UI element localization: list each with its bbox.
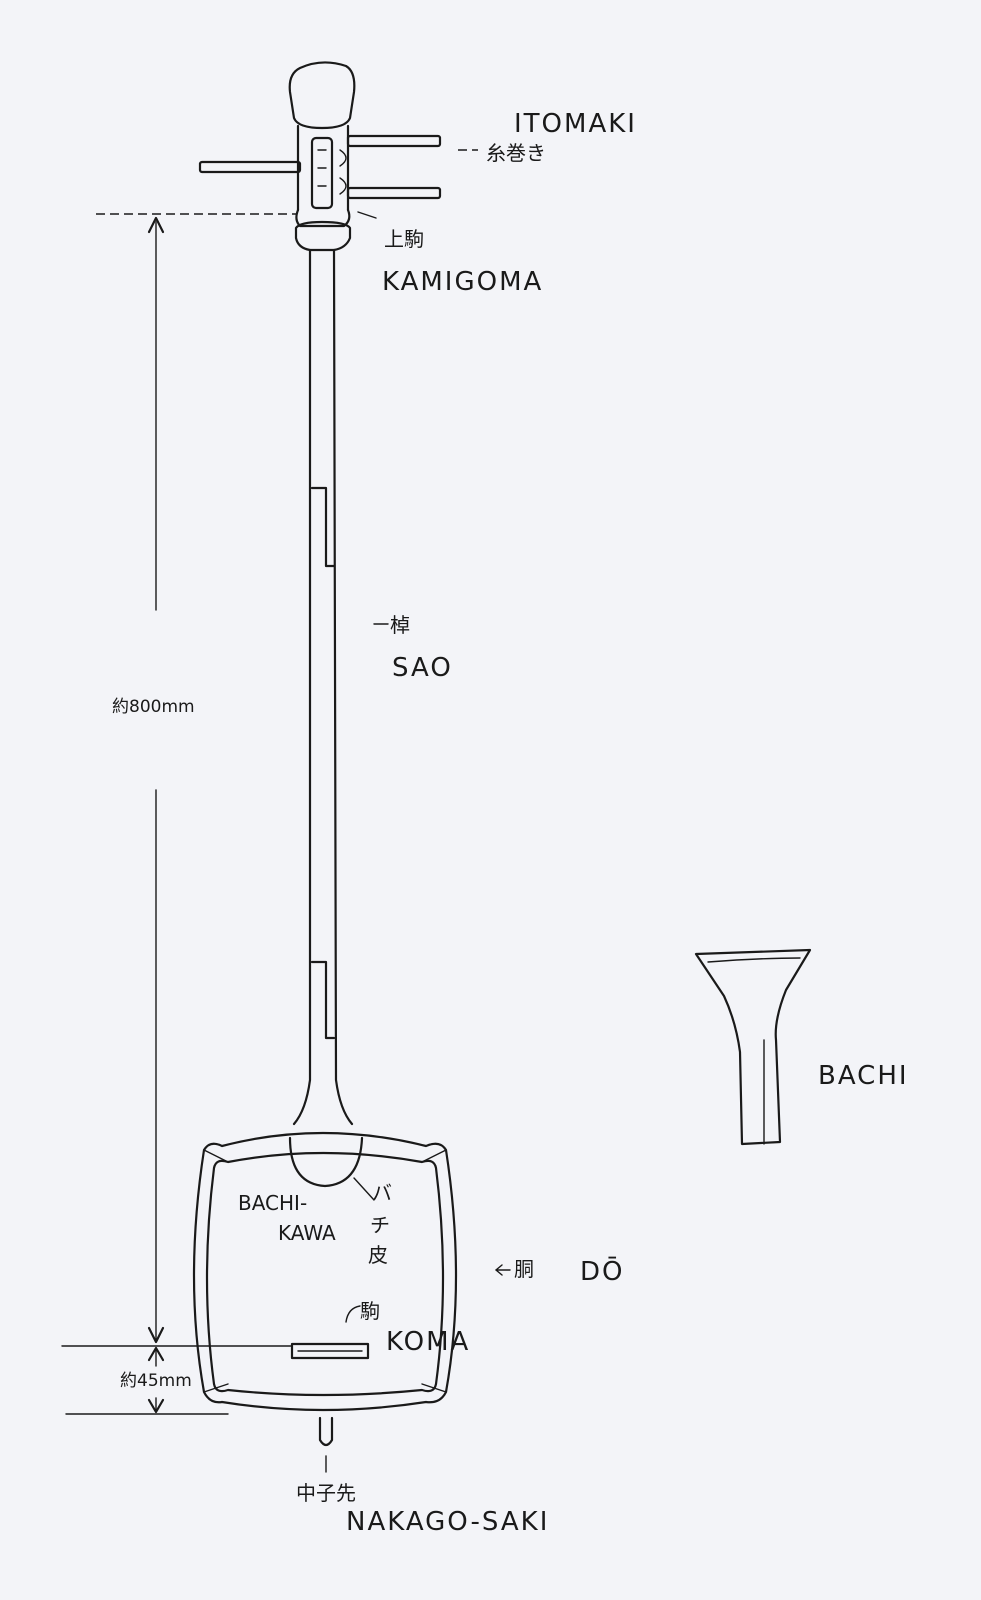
do-label: DŌ xyxy=(580,1256,625,1287)
depth-dimension-label: 約45mm xyxy=(120,1371,192,1391)
kamigoma-label: KAMIGOMA xyxy=(382,267,543,297)
itomaki-label: ITOMAKI xyxy=(514,109,637,139)
do-body xyxy=(192,1131,458,1412)
sao-neck xyxy=(292,248,354,1126)
length-dimension-label: 約800mm xyxy=(112,697,195,717)
sao-jp-label: 棹 xyxy=(390,613,410,637)
sao-label: SAO xyxy=(392,653,453,683)
nakagosaki-jp-label: 中子先 xyxy=(296,1481,356,1505)
kamigoma-nut xyxy=(294,220,352,252)
itomaki-pegs xyxy=(198,134,442,200)
bachikawa-label-line1: BACHI- xyxy=(238,1191,307,1215)
bachikawa-guard xyxy=(288,1136,364,1188)
koma-jp-label: 駒 xyxy=(360,1299,380,1323)
bachikawa-label-line2: KAWA xyxy=(278,1221,336,1245)
nakagosaki-label: NAKAGO-SAKI xyxy=(346,1507,549,1537)
nakagosaki-tip xyxy=(318,1416,334,1473)
bachi-label: BACHI xyxy=(818,1061,909,1091)
bachikawa-jp-char-2: チ xyxy=(370,1213,390,1237)
length-dimension xyxy=(96,213,296,1344)
depth-dimension xyxy=(61,1345,293,1415)
kamigoma-jp-label: 上駒 xyxy=(384,227,424,251)
bachi-plectrum xyxy=(694,948,812,1146)
bachikawa-jp-char-1: バ xyxy=(372,1181,392,1205)
itomaki-jp-label: 糸巻き xyxy=(486,141,546,165)
leader-lines xyxy=(345,149,511,1323)
bachikawa-jp-char-3: 皮 xyxy=(368,1243,388,1267)
koma-label: KOMA xyxy=(386,1327,470,1357)
head-pegbox xyxy=(288,61,356,228)
koma-bridge xyxy=(290,1342,370,1360)
do-jp-label: 胴 xyxy=(514,1257,534,1281)
